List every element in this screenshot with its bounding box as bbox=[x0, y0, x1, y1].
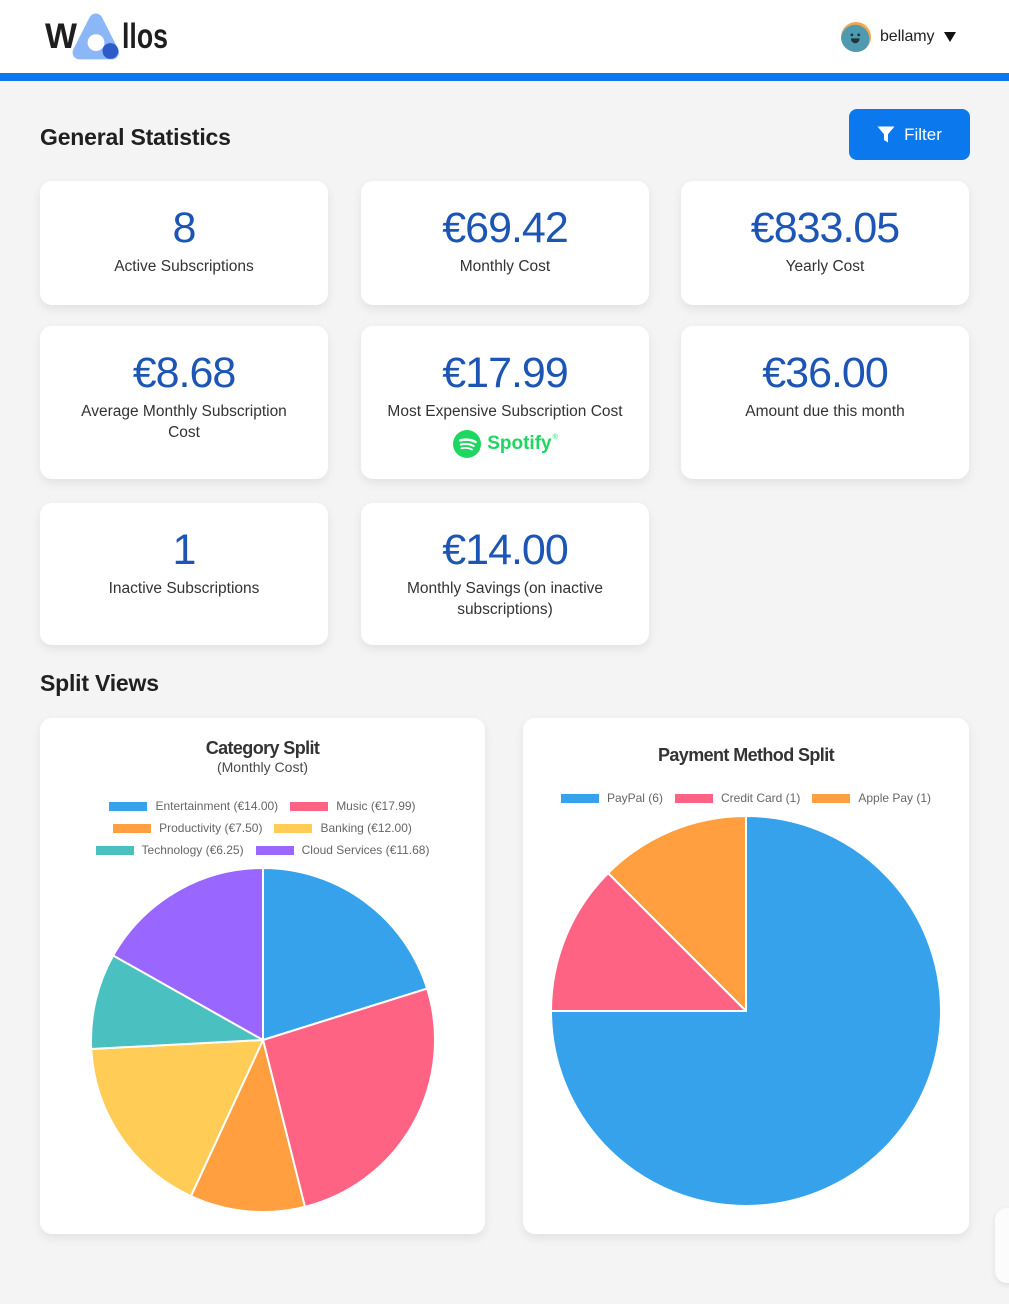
svg-text:llos: llos bbox=[122, 17, 168, 56]
svg-text:W: W bbox=[45, 17, 77, 56]
